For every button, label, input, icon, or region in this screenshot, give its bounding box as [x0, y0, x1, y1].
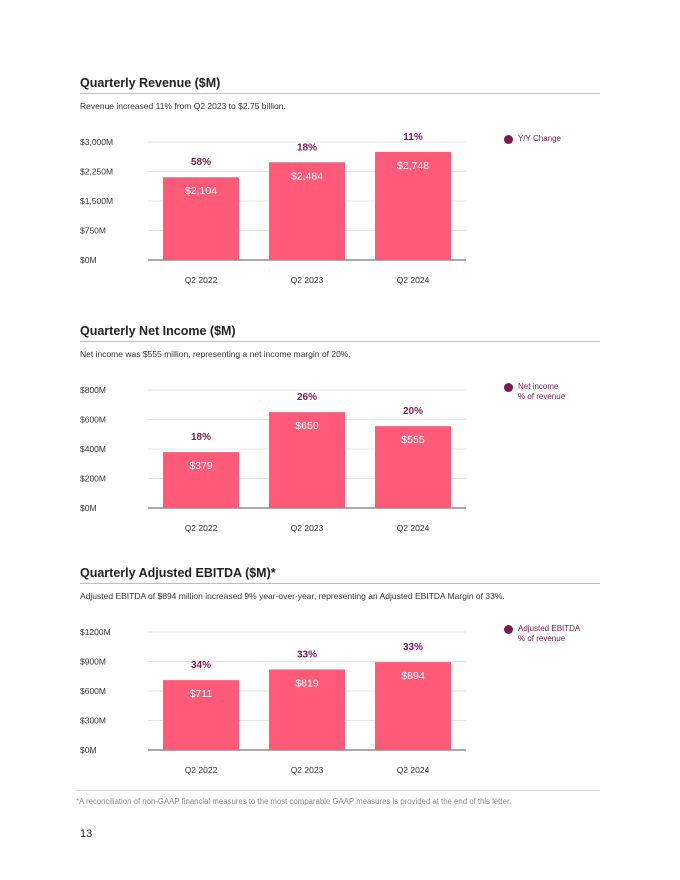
bar: [269, 669, 345, 750]
legend-dot-icon: [504, 383, 513, 392]
x-tick-label: Q2 2024: [397, 275, 430, 285]
net-income-title-rule: [80, 341, 600, 342]
y-tick-label: $600M: [80, 686, 106, 696]
percent-label: 20%: [403, 406, 423, 417]
footnote: *A reconciliation of non-GAAP financial …: [76, 797, 512, 806]
x-tick-label: Q2 2024: [397, 765, 430, 775]
bar: [269, 162, 345, 260]
x-tick-label: Q2 2022: [185, 275, 218, 285]
revenue-subtitle: Revenue increased 11% from Q2 2023 to $2…: [80, 101, 286, 111]
legend-dot-icon: [504, 625, 513, 634]
x-tick-label: Q2 2022: [185, 523, 218, 533]
bar: [375, 662, 451, 750]
y-tick-label: $400M: [80, 444, 106, 454]
revenue-title-rule: [80, 93, 600, 94]
percent-label: 26%: [297, 392, 317, 403]
bar: [269, 412, 345, 508]
bar-value-label: $711: [190, 688, 213, 700]
percent-label: 18%: [297, 142, 317, 153]
revenue-legend-label: Y/Y Change: [518, 134, 561, 143]
percent-label: 58%: [191, 157, 211, 168]
bar-value-label: $2,748: [397, 160, 429, 172]
percent-label: 33%: [297, 649, 317, 660]
net-income-legend-label: Net income % of revenue: [518, 382, 566, 401]
x-tick-label: Q2 2022: [185, 765, 218, 775]
adjusted-ebitda-title-rule: [80, 583, 600, 584]
bar-value-label: $819: [295, 677, 319, 689]
net-income-section: Quarterly Net Income ($M) Net income was…: [80, 324, 600, 550]
x-tick-label: Q2 2024: [397, 523, 430, 533]
y-tick-label: $750M: [80, 226, 106, 236]
footnote-rule: [76, 790, 600, 791]
x-tick-label: Q2 2023: [291, 765, 324, 775]
y-tick-label: $2,250M: [80, 167, 113, 177]
bar-value-label: $2,484: [291, 170, 323, 182]
percent-label: 11%: [403, 132, 423, 143]
y-tick-label: $3,000M: [80, 137, 113, 147]
page-number: 13: [80, 828, 93, 840]
y-tick-label: $600M: [80, 415, 106, 425]
adjusted-ebitda-subtitle: Adjusted EBITDA of $894 million increase…: [80, 591, 505, 601]
adjusted-ebitda-section: Quarterly Adjusted EBITDA ($M)* Adjusted…: [80, 566, 600, 792]
bar: [163, 177, 239, 260]
y-tick-label: $900M: [80, 657, 106, 667]
revenue-section: Quarterly Revenue ($M) Revenue increased…: [80, 76, 600, 302]
y-tick-label: $0M: [80, 745, 97, 755]
net-income-title: Quarterly Net Income ($M): [80, 324, 236, 338]
legend-dot-icon: [504, 135, 513, 144]
percent-label: 33%: [403, 642, 423, 653]
bar-value-label: $555: [401, 434, 425, 446]
adjusted-ebitda-legend: Adjusted EBITDA % of revenue: [504, 624, 580, 644]
adjusted-ebitda-legend-label: Adjusted EBITDA % of revenue: [518, 624, 581, 643]
percent-label: 34%: [191, 660, 211, 671]
net-income-subtitle: Net income was $555 million, representin…: [80, 349, 351, 359]
revenue-legend: Y/Y Change: [504, 134, 561, 144]
bar-value-label: $894: [401, 670, 425, 682]
x-tick-label: Q2 2023: [291, 275, 324, 285]
y-tick-label: $200M: [80, 474, 106, 484]
adjusted-ebitda-chart: $0M $300M $600M $900M $1200M $711 34% Q2 2022 $8…: [80, 627, 466, 775]
bar-value-label: $379: [189, 460, 213, 472]
y-tick-label: $1,500M: [80, 196, 113, 206]
y-tick-label: $300M: [80, 716, 106, 726]
bar: [163, 452, 239, 508]
net-income-legend: Net income % of revenue: [504, 382, 565, 402]
revenue-chart: $0M $750M $1,500M $2,250M $3,000M $2,104 58% Q2…: [80, 132, 466, 285]
bar: [375, 426, 451, 508]
y-tick-label: $0M: [80, 255, 97, 265]
y-tick-label: $0M: [80, 503, 97, 513]
adjusted-ebitda-title: Quarterly Adjusted EBITDA ($M)*: [80, 566, 276, 580]
x-tick-label: Q2 2023: [291, 523, 324, 533]
net-income-chart: $0M $200M $400M $600M $800M $379 18% Q2 2022 $65…: [80, 385, 466, 533]
bar-value-label: $2,104: [185, 185, 217, 197]
bar-value-label: $650: [295, 420, 319, 432]
percent-label: 18%: [191, 432, 211, 443]
bar: [163, 680, 239, 750]
revenue-title: Quarterly Revenue ($M): [80, 76, 221, 90]
y-tick-label: $800M: [80, 385, 106, 395]
y-tick-label: $1200M: [80, 627, 111, 637]
bar: [375, 151, 451, 260]
